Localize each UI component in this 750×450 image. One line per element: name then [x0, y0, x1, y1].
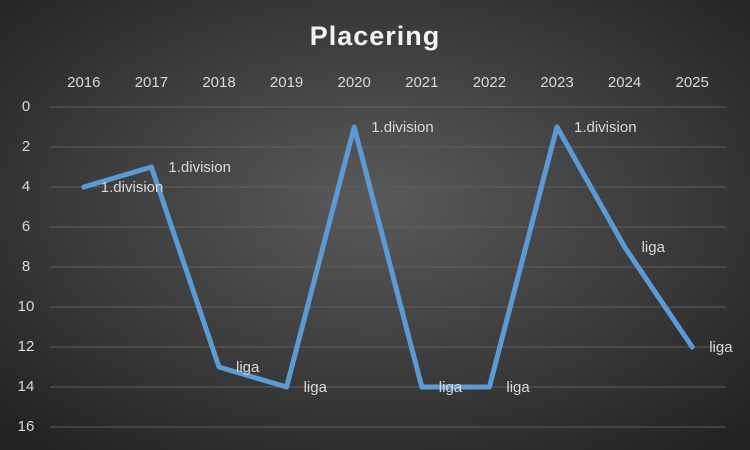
y-tick-label: 8: [22, 258, 30, 275]
data-label: 1.division: [371, 119, 434, 136]
y-tick-label: 10: [18, 298, 35, 315]
y-tick-label: 14: [18, 378, 35, 395]
data-label: liga: [236, 359, 260, 376]
chart-title: Placering: [310, 21, 441, 51]
data-label: liga: [642, 239, 666, 256]
x-tick-label: 2023: [540, 74, 573, 91]
data-label: 1.division: [574, 119, 637, 136]
x-tick-label: 2016: [67, 74, 100, 91]
x-tick-label: 2025: [676, 74, 709, 91]
y-tick-label: 4: [22, 178, 30, 195]
y-tick-label: 12: [18, 338, 35, 355]
x-tick-label: 2021: [405, 74, 438, 91]
x-tick-label: 2022: [473, 74, 506, 91]
y-tick-label: 6: [22, 218, 30, 235]
x-tick-label: 2020: [338, 74, 371, 91]
y-tick-label: 2: [22, 138, 30, 155]
x-tick-label: 2019: [270, 74, 303, 91]
data-label: liga: [506, 379, 530, 396]
data-line: [81, 124, 695, 390]
data-label: liga: [709, 339, 733, 356]
x-tick-label: 2018: [202, 74, 235, 91]
y-tick-label: 16: [18, 418, 35, 435]
x-tick-label: 2017: [135, 74, 168, 91]
data-label: 1.division: [101, 179, 164, 196]
data-label: 1.division: [168, 159, 231, 176]
x-tick-label: 2024: [608, 74, 641, 91]
data-label: liga: [439, 379, 463, 396]
data-label: liga: [304, 379, 328, 396]
y-tick-label: 0: [22, 98, 30, 115]
